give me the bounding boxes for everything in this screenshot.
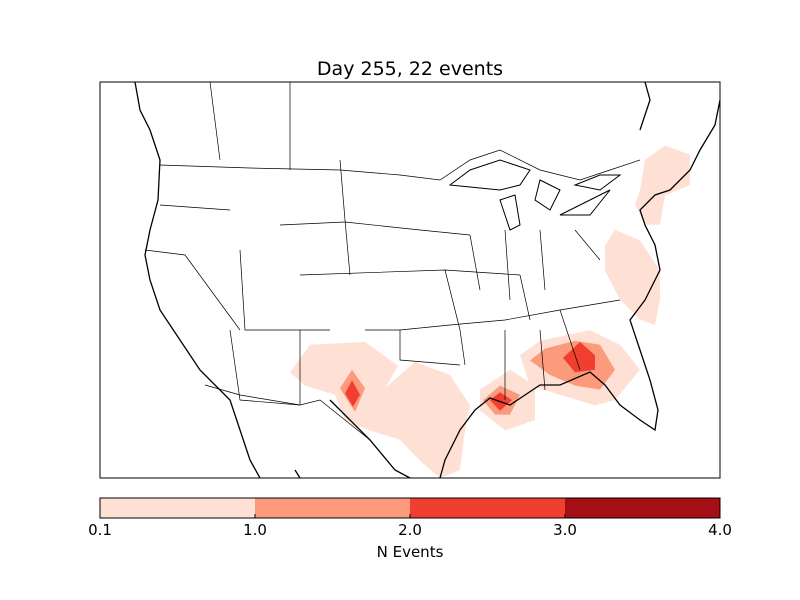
contour-west-texas-oklahoma-level-0 (290, 342, 470, 478)
colorbar-tick-label: 3.0 (553, 521, 577, 539)
colorbar-segment (410, 498, 565, 518)
colorbar-segment (255, 498, 410, 518)
contour-virginia-carolina-level-0 (605, 229, 660, 325)
chart-title: Day 255, 22 events (317, 58, 503, 80)
contour-new-england-level-0 (635, 145, 690, 225)
colorbar-tick-label: 1.0 (243, 521, 267, 539)
mexico-border (204, 384, 396, 471)
contour-georgia-level-2 (563, 342, 595, 373)
colorbar-tick-label: 4.0 (708, 521, 732, 539)
colorbar-tick-label: 0.1 (88, 521, 112, 539)
canada-border (159, 149, 641, 181)
state-lines (144, 82, 621, 406)
colorbar-segment (100, 498, 255, 518)
colorbar-tick-label: 2.0 (398, 521, 422, 539)
map-outlines (134, 82, 720, 478)
contour-west-texas-level-2 (345, 380, 360, 407)
colorbar-label: N Events (377, 543, 444, 561)
map-frame (99, 81, 721, 479)
great-lakes (448, 159, 622, 231)
colorbar-segment (565, 498, 720, 518)
colorbar (100, 498, 720, 518)
contour-layer (290, 145, 690, 478)
